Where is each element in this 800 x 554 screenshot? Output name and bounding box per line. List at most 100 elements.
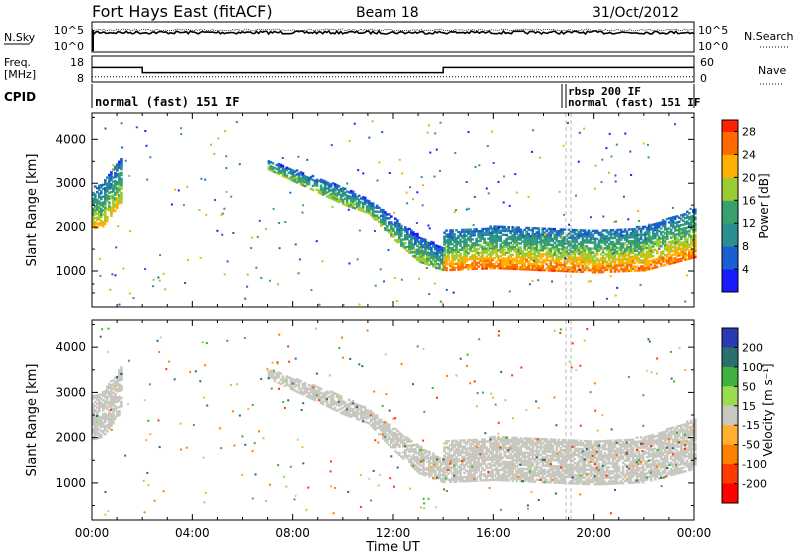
- heatmap-cell: [116, 388, 119, 391]
- heatmap-cell: [112, 210, 115, 213]
- heatmap-cell: [373, 416, 377, 419]
- heatmap-cell: [418, 256, 421, 259]
- heatmap-cell: [515, 191, 518, 194]
- heatmap-cell: [475, 242, 478, 245]
- heatmap-cell: [96, 426, 99, 430]
- heatmap-cell: [555, 238, 559, 241]
- station-title: Fort Hays East (fitACF): [92, 2, 273, 21]
- heatmap-cell: [108, 207, 111, 210]
- heatmap-cell: [675, 223, 679, 226]
- heatmap-cell: [499, 440, 503, 443]
- heatmap-cell: [102, 394, 105, 398]
- heatmap-cell: [491, 472, 494, 476]
- heatmap-cell: [129, 230, 132, 233]
- heatmap-cell: [414, 468, 417, 471]
- heatmap-cell: [537, 466, 541, 469]
- heatmap-cell: [118, 413, 121, 417]
- heatmap-cell: [535, 466, 539, 469]
- heatmap-cell: [553, 253, 557, 257]
- heatmap-cell: [311, 178, 315, 182]
- heatmap-cell: [415, 222, 418, 224]
- heatmap-cell: [602, 215, 605, 218]
- heatmap-cell: [569, 236, 573, 239]
- heatmap-cell: [116, 384, 119, 387]
- heatmap-cell: [509, 454, 513, 458]
- heatmap-cell: [451, 268, 454, 272]
- heatmap-cell: [400, 232, 403, 235]
- heatmap-cell: [535, 264, 539, 268]
- heatmap-cell: [471, 467, 474, 470]
- heatmap-cell: [614, 294, 617, 297]
- heatmap-cell: [106, 219, 109, 223]
- heatmap-cell: [495, 442, 498, 445]
- heatmap-cell: [523, 445, 527, 448]
- heatmap-cell: [457, 258, 460, 261]
- heatmap-cell: [430, 260, 433, 263]
- heatmap-cell: [341, 200, 345, 204]
- heatmap-cell: [669, 230, 673, 233]
- heatmap-cell: [388, 223, 391, 226]
- heatmap-cell: [443, 474, 446, 478]
- heatmap-cell: [661, 238, 665, 241]
- heatmap-cell: [483, 251, 486, 254]
- heatmap-cell: [455, 462, 458, 465]
- heatmap-cell: [373, 414, 377, 417]
- heatmap-cell: [339, 195, 343, 199]
- heatmap-cell: [430, 256, 433, 259]
- heatmap-cell: [116, 169, 119, 172]
- heatmap-cell: [665, 237, 669, 240]
- heatmap-cell: [469, 439, 472, 442]
- heatmap-cell: [430, 246, 433, 250]
- heatmap-cell: [114, 199, 117, 202]
- heatmap-cell: [111, 169, 114, 172]
- heatmap-cell: [465, 475, 468, 479]
- heatmap-cell: [539, 233, 543, 236]
- heatmap-cell: [591, 265, 595, 268]
- heatmap-cell: [491, 235, 494, 238]
- heatmap-cell: [682, 243, 685, 246]
- heatmap-cell: [489, 450, 492, 453]
- heatmap-cell: [94, 435, 97, 438]
- velocity-heatmap: [92, 320, 697, 520]
- heatmap-cell: [337, 394, 341, 397]
- heatmap-cell: [331, 395, 335, 398]
- heatmap-cell: [551, 227, 555, 231]
- heatmap-cell: [475, 442, 478, 446]
- heatmap-cell: [469, 467, 472, 470]
- heatmap-cell: [465, 477, 468, 481]
- heatmap-cell: [515, 242, 519, 245]
- heatmap-cell: [433, 282, 436, 285]
- heatmap-cell: [595, 231, 599, 234]
- heatmap-cell: [434, 252, 437, 255]
- heatmap-cell: [533, 268, 537, 271]
- heatmap-cell: [684, 252, 687, 255]
- heatmap-cell: [673, 247, 677, 250]
- heatmap-cell: [597, 243, 601, 246]
- heatmap-cell: [365, 205, 369, 208]
- heatmap-cell: [617, 234, 621, 237]
- heatmap-cell: [619, 260, 623, 263]
- heatmap-cell: [651, 255, 655, 258]
- heatmap-cell: [463, 250, 466, 253]
- heatmap-cell: [499, 247, 503, 250]
- heatmap-cell: [428, 293, 431, 295]
- heatmap-cell: [629, 236, 633, 239]
- heatmap-cell: [489, 247, 492, 250]
- heatmap-cell: [497, 472, 500, 476]
- heatmap-cell: [481, 227, 484, 231]
- heatmap-cell: [422, 255, 425, 259]
- heatmap-cell: [400, 242, 403, 245]
- heatmap-cell: [473, 473, 476, 476]
- heatmap-cell: [651, 261, 655, 264]
- heatmap-cell: [112, 196, 115, 199]
- heatmap-cell: [108, 201, 111, 204]
- heatmap-cell: [289, 377, 293, 380]
- heatmap-cell: [174, 188, 176, 191]
- heatmap-cell: [475, 249, 478, 253]
- heatmap-cell: [689, 207, 692, 210]
- heatmap-cell: [587, 255, 591, 258]
- heatmap-cell: [507, 456, 511, 460]
- heatmap-cell: [497, 446, 500, 449]
- heatmap-cell: [473, 463, 476, 466]
- heatmap-cell: [277, 168, 281, 172]
